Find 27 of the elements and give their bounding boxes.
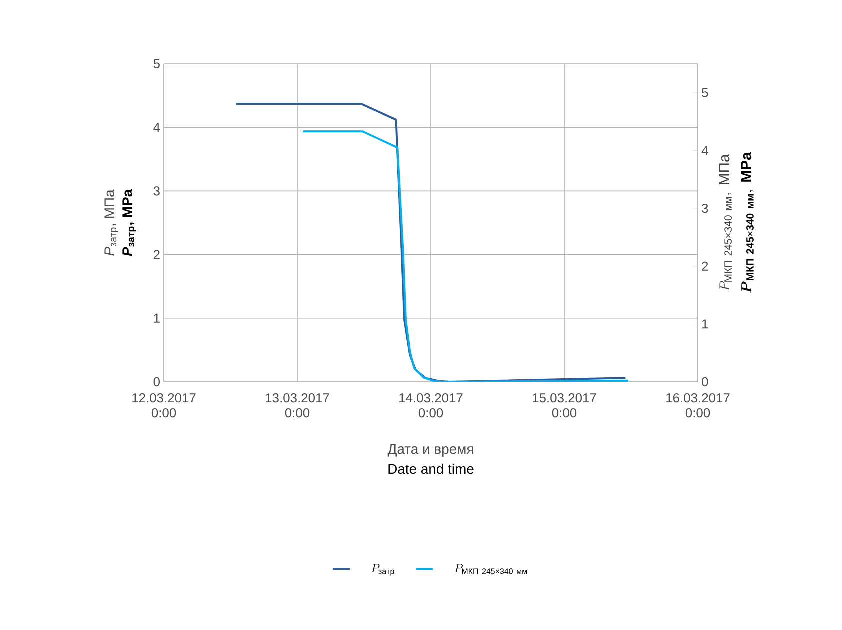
text: Дата и время — [388, 444, 474, 457]
legend-label: $P_{\mathrm{затр}}$ — [372, 564, 394, 576]
y2-tick-label: 5 — [702, 88, 708, 98]
y2-tick-label: 1 — [702, 320, 708, 329]
y-tick-label: 2 — [154, 250, 160, 260]
line-series — [235, 103, 627, 382]
y2-tick-label: 2 — [702, 262, 708, 271]
line-series — [302, 130, 630, 382]
y-tick-label: 0 — [154, 377, 160, 387]
x-tick-label: 16.03.2017 0:00 — [666, 394, 730, 418]
text: $P_{\mathrm{МКП\ 245×340\ мм}},\ \mathrm{МПа}$ — [719, 154, 732, 292]
y2-tick-label: 4 — [702, 146, 708, 156]
text: P$_{затр}$, MPa — [122, 189, 136, 256]
text: $\boldsymbol{P}_{\mathbf{МКП\ 245×340\ мм}},\ \mathbf{MPa}$ — [741, 152, 754, 294]
y-tick-label: 3 — [154, 186, 160, 196]
x-tick-label: 13.03.2017 0:00 — [266, 394, 330, 418]
x-tick-label: 15.03.2017 0:00 — [533, 394, 596, 418]
y2-tick-label: 3 — [702, 204, 708, 214]
x-tick-label: 12.03.2017 0:00 — [132, 394, 196, 418]
y2-tick-label: 0 — [702, 377, 708, 387]
x-tick-label: 14.03.2017 0:00 — [400, 394, 463, 418]
text: Date and time — [388, 464, 474, 474]
y-tick-label: 5 — [154, 59, 160, 68]
y-tick-label: 1 — [154, 314, 160, 323]
text: P$_{затр}$, МПа — [104, 190, 119, 256]
y-tick-label: 4 — [154, 123, 160, 132]
legend-label: $P_{\mathrm{МКП\ 245×340\ мм}}$ — [454, 564, 528, 574]
